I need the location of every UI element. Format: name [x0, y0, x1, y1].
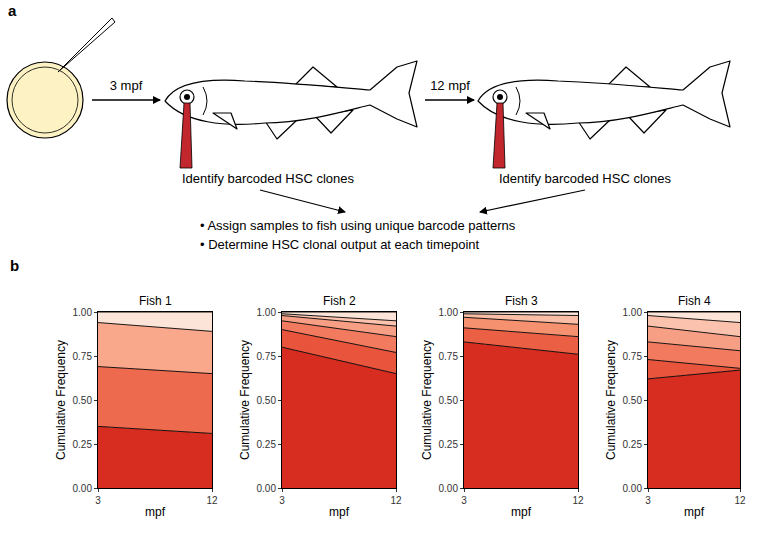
svg-text:• Determine HSC clonal output: • Determine HSC clonal output at each ti…: [200, 237, 480, 252]
svg-text:0.00: 0.00: [623, 483, 643, 494]
svg-text:12: 12: [734, 495, 746, 506]
svg-text:3: 3: [645, 495, 651, 506]
svg-text:b: b: [10, 257, 19, 274]
svg-text:1.00: 1.00: [623, 307, 643, 318]
svg-text:0.75: 0.75: [439, 351, 459, 362]
svg-text:0.50: 0.50: [623, 395, 643, 406]
svg-text:Fish 3: Fish 3: [505, 294, 538, 308]
svg-text:12 mpf: 12 mpf: [430, 78, 470, 93]
svg-text:0.00: 0.00: [257, 483, 277, 494]
svg-text:12: 12: [572, 495, 584, 506]
svg-text:3: 3: [279, 495, 285, 506]
svg-text:1.00: 1.00: [257, 307, 277, 318]
svg-text:Identify barcoded HSC clones: Identify barcoded HSC clones: [499, 171, 671, 186]
svg-text:0.75: 0.75: [257, 351, 277, 362]
svg-text:Fish 2: Fish 2: [323, 294, 356, 308]
svg-text:3 mpf: 3 mpf: [110, 78, 143, 93]
svg-text:12: 12: [206, 495, 218, 506]
svg-text:• Assign samples to fish using: • Assign samples to fish using unique ba…: [200, 218, 516, 233]
svg-text:mpf: mpf: [684, 505, 705, 519]
svg-text:0.25: 0.25: [439, 439, 459, 450]
svg-text:0.00: 0.00: [73, 483, 93, 494]
svg-text:Fish 4: Fish 4: [678, 294, 711, 308]
svg-text:0.50: 0.50: [73, 395, 93, 406]
svg-text:Cumulative Frequency: Cumulative Frequency: [420, 340, 434, 460]
svg-text:0.50: 0.50: [439, 395, 459, 406]
svg-text:1.00: 1.00: [73, 307, 93, 318]
svg-text:1.00: 1.00: [439, 307, 459, 318]
svg-text:0.25: 0.25: [73, 439, 93, 450]
svg-text:0.25: 0.25: [623, 439, 643, 450]
svg-text:3: 3: [461, 495, 467, 506]
svg-text:a: a: [8, 2, 17, 19]
svg-text:0.00: 0.00: [439, 483, 459, 494]
svg-text:Cumulative Frequency: Cumulative Frequency: [604, 340, 618, 460]
svg-text:Fish 1: Fish 1: [139, 294, 172, 308]
svg-text:0.25: 0.25: [257, 439, 277, 450]
svg-text:0.75: 0.75: [623, 351, 643, 362]
svg-text:mpf: mpf: [145, 505, 166, 519]
svg-text:0.50: 0.50: [257, 395, 277, 406]
svg-text:0.75: 0.75: [73, 351, 93, 362]
svg-text:3: 3: [95, 495, 101, 506]
svg-text:Identify barcoded HSC clones: Identify barcoded HSC clones: [182, 171, 354, 186]
svg-text:mpf: mpf: [511, 505, 532, 519]
svg-text:Cumulative Frequency: Cumulative Frequency: [54, 340, 68, 460]
svg-text:12: 12: [390, 495, 402, 506]
svg-text:Cumulative Frequency: Cumulative Frequency: [238, 340, 252, 460]
svg-text:mpf: mpf: [329, 505, 350, 519]
